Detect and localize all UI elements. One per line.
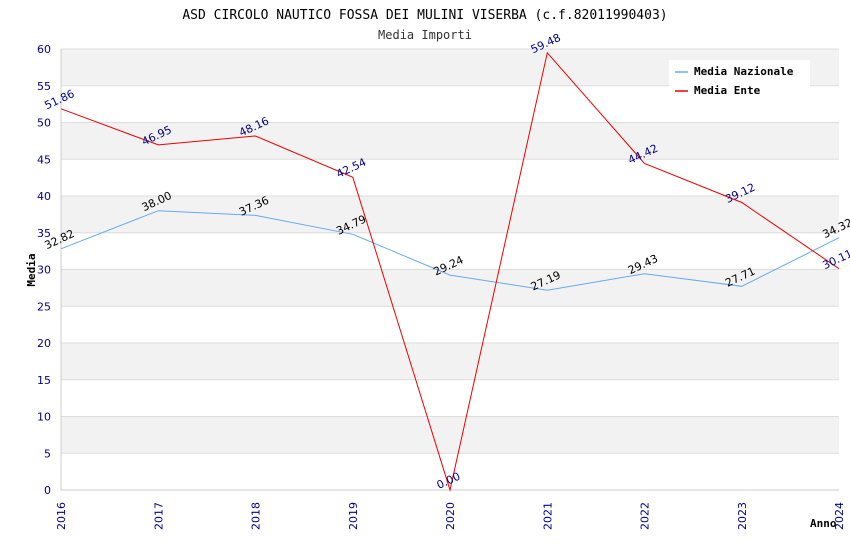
y-tick-label: 5 (44, 447, 51, 460)
grid-band (61, 269, 839, 307)
legend: Media Nazionale Media Ente (669, 60, 810, 102)
grid-band (61, 196, 839, 233)
x-tick-label: 2022 (639, 502, 652, 530)
grid-band (61, 453, 839, 490)
x-tick-label: 2023 (736, 502, 749, 530)
grid-band (61, 232, 839, 270)
x-axis-ticks: 2016 2017 2018 2019 2020 2021 2022 2023 2024 (55, 502, 846, 530)
series-line-media-nazionale (60, 210, 840, 291)
series-line-media-ente (60, 51, 840, 492)
y-tick-label: 60 (37, 43, 51, 56)
grid-band (61, 379, 839, 417)
legend-label-media-nazionale: Media Nazionale (694, 65, 794, 78)
legend-box (669, 60, 810, 102)
y-axis-label: Media (25, 253, 38, 286)
y-tick-label: 25 (37, 300, 51, 313)
y-tick-label: 20 (37, 337, 51, 350)
grid-band (61, 416, 839, 454)
y-tick-label: 0 (44, 484, 51, 497)
x-tick-label: 2018 (250, 502, 263, 530)
series-lines (60, 51, 840, 492)
grid-band (61, 159, 839, 196)
x-axis-label: Anno (810, 517, 837, 530)
y-tick-label: 30 (37, 264, 51, 277)
y-tick-label: 55 (37, 80, 51, 93)
y-tick-label: 35 (37, 227, 51, 240)
chart-subtitle: Media Importi (378, 28, 472, 42)
x-tick-label: 2021 (541, 502, 554, 530)
grid-band (61, 343, 839, 380)
x-tick-label: 2020 (444, 502, 457, 530)
y-tick-label: 45 (37, 153, 51, 166)
y-tick-label: 15 (37, 374, 51, 387)
x-tick-label: 2016 (55, 502, 68, 530)
grid-band (61, 122, 839, 160)
x-tick-label: 2024 (833, 502, 846, 530)
legend-label-media-ente: Media Ente (694, 84, 761, 97)
grid-band (61, 306, 839, 343)
x-tick-label: 2017 (152, 502, 165, 530)
y-tick-label: 40 (37, 190, 51, 203)
chart-title: ASD CIRCOLO NAUTICO FOSSA DEI MULINI VIS… (182, 8, 667, 23)
y-tick-label: 10 (37, 411, 51, 424)
x-tick-label: 2019 (347, 502, 360, 530)
y-axis-ticks: 0 5 10 15 20 25 30 35 40 45 50 55 60 (37, 43, 51, 497)
y-tick-label: 50 (37, 117, 51, 130)
